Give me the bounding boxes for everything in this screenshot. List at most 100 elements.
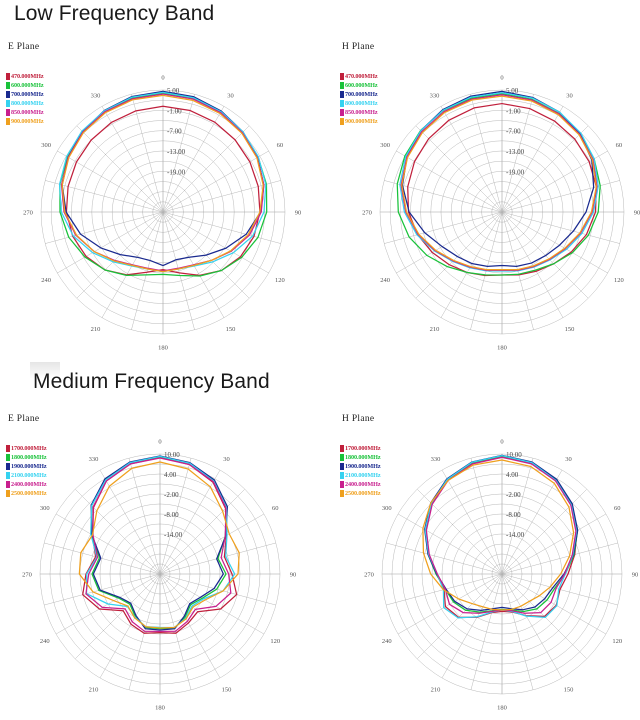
legend-color-swatch	[6, 117, 10, 125]
legend-item[interactable]: 1800.000MHz	[340, 453, 381, 461]
angle-tick-label: 150	[565, 326, 575, 333]
legend-label: 1700.000MHz	[345, 444, 381, 452]
angle-tick-label: 240	[382, 638, 392, 645]
legend-color-swatch	[340, 453, 344, 461]
legend-label: 2500.000MHz	[11, 489, 47, 497]
legend-label: 2400.000MHz	[11, 480, 47, 488]
data-trace	[78, 461, 240, 629]
legend-item[interactable]: 1900.000MHz	[6, 462, 47, 470]
legend-label: 700.000MHz	[11, 90, 44, 98]
angle-tick-label: 240	[380, 277, 390, 284]
angle-tick-label: 90	[632, 571, 639, 578]
legend-item[interactable]: 700.000MHz	[340, 90, 378, 98]
chart-panel-low-h-plane: H Plane 470.000MHz 600.000MHz 700.000MHz 80…	[334, 34, 640, 364]
legend-color-swatch	[340, 489, 344, 497]
legend-item[interactable]: 2500.000MHz	[6, 489, 47, 497]
angle-tick-label: 120	[270, 638, 280, 645]
legend-label: 1800.000MHz	[345, 453, 381, 461]
legend-color-swatch	[340, 81, 344, 89]
angle-tick-label: 60	[614, 505, 621, 512]
radial-tick-label: 5.00	[167, 87, 180, 95]
radial-tick-label: 4.00	[506, 471, 519, 479]
legend-item[interactable]: 1800.000MHz	[6, 453, 47, 461]
legend-item[interactable]: 800.000MHz	[6, 99, 44, 107]
angle-tick-label: 30	[227, 92, 234, 99]
legend-item[interactable]: 470.000MHz	[340, 72, 378, 80]
radial-tick-label: -2.00	[506, 491, 521, 499]
data-trace	[90, 456, 228, 630]
radial-tick-label: -14.00	[506, 531, 525, 539]
radial-tick-label: -7.00	[506, 128, 521, 136]
data-trace	[422, 459, 575, 611]
angle-tick-label: 90	[290, 571, 297, 578]
legend-item[interactable]: 900.000MHz	[6, 117, 44, 125]
plane-label-medium-h: H Plane	[342, 414, 375, 424]
legend-label: 700.000MHz	[345, 90, 378, 98]
legend-item[interactable]: 850.000MHz	[6, 108, 44, 116]
angle-tick-label: 180	[497, 344, 507, 351]
data-trace	[424, 454, 579, 611]
angle-tick-label: 60	[616, 142, 623, 149]
angle-tick-label: 330	[89, 456, 99, 463]
angle-tick-label: 270	[23, 209, 33, 216]
legend-item[interactable]: 850.000MHz	[340, 108, 378, 116]
chart-panel-medium-e-plane: E Plane 1700.000MHz 1800.000MHz 1900.000MH…	[0, 406, 320, 720]
polar-plot-low-h: 0 30 60 90 120 150 180 210 240 270 300 330 5.00 -1.00…	[362, 74, 640, 351]
angle-tick-label: 120	[614, 277, 624, 284]
radial-tick-label: -1.00	[506, 107, 521, 115]
legend-item[interactable]: 600.000MHz	[340, 81, 378, 89]
angle-tick-label: 90	[295, 209, 302, 216]
legend-item[interactable]: 700.000MHz	[6, 90, 44, 98]
legend-label: 1900.000MHz	[11, 462, 47, 470]
data-trace	[400, 94, 598, 271]
medium-band-title: Medium Frequency Band	[33, 370, 270, 393]
legend-item[interactable]: 2400.000MHz	[340, 480, 381, 488]
legend-color-swatch	[340, 462, 344, 470]
legend-item[interactable]: 470.000MHz	[6, 72, 44, 80]
legend-color-swatch	[6, 489, 10, 497]
radial-tick-label: -8.00	[164, 511, 179, 519]
legend-item[interactable]: 2100.000MHz	[6, 471, 47, 479]
legend-color-swatch	[6, 90, 10, 98]
radial-tick-label: -14.00	[164, 531, 183, 539]
angle-tick-label: 300	[40, 505, 50, 512]
legend-item[interactable]: 800.000MHz	[340, 99, 378, 107]
angle-tick-label: 180	[158, 344, 168, 351]
legend-color-swatch	[340, 480, 344, 488]
legend-item[interactable]: 1700.000MHz	[340, 444, 381, 452]
angle-tick-label: 270	[364, 571, 374, 578]
radial-tick-label: -7.00	[167, 128, 182, 136]
angle-tick-label: 150	[226, 326, 236, 333]
legend-item[interactable]: 1700.000MHz	[6, 444, 47, 452]
angle-tick-label: 330	[431, 456, 441, 463]
angle-tick-label: 0	[500, 438, 503, 445]
chart-panel-medium-h-plane: H Plane 1700.000MHz 1800.000MHz 1900.000MH…	[334, 406, 640, 720]
legend-color-swatch	[6, 81, 10, 89]
data-trace	[85, 455, 236, 629]
chart-panel-low-e-plane: E Plane 470.000MHz 600.000MHz 700.000MHz 80…	[0, 34, 320, 364]
angle-tick-label: 0	[161, 74, 164, 81]
legend-item[interactable]: 2100.000MHz	[340, 471, 381, 479]
legend-color-swatch	[340, 117, 344, 125]
angle-tick-label: 60	[272, 505, 279, 512]
legend-color-swatch	[6, 480, 10, 488]
legend-item[interactable]: 2400.000MHz	[6, 480, 47, 488]
angle-tick-label: 270	[362, 209, 372, 216]
legend-item[interactable]: 2500.000MHz	[340, 489, 381, 497]
legend-low-h: 470.000MHz 600.000MHz 700.000MHz 800.000MHz…	[340, 72, 378, 125]
legend-color-swatch	[340, 72, 344, 80]
legend-label: 2100.000MHz	[345, 471, 381, 479]
angle-tick-label: 0	[500, 74, 503, 81]
angle-tick-label: 30	[566, 92, 573, 99]
legend-item[interactable]: 900.000MHz	[340, 117, 378, 125]
angle-tick-label: 300	[41, 142, 51, 149]
legend-item[interactable]: 1900.000MHz	[340, 462, 381, 470]
angle-tick-label: 330	[91, 92, 101, 99]
radial-tick-label: -8.00	[506, 511, 521, 519]
legend-label: 900.000MHz	[11, 117, 44, 125]
angle-tick-label: 210	[431, 687, 441, 694]
data-trace	[401, 95, 597, 271]
angle-tick-label: 330	[430, 92, 440, 99]
legend-item[interactable]: 600.000MHz	[6, 81, 44, 89]
